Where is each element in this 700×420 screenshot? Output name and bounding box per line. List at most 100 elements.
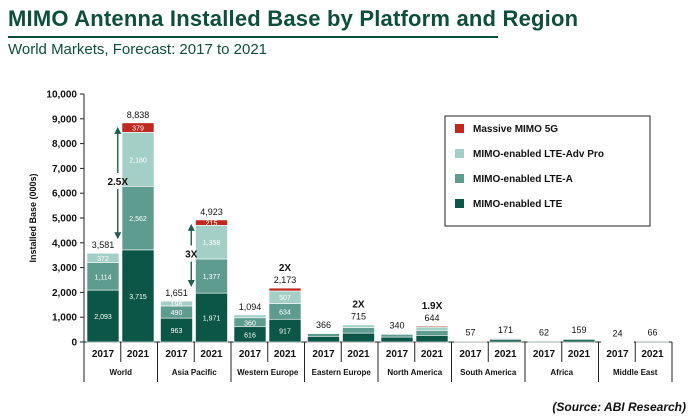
x-tick-label: 2021 bbox=[274, 349, 297, 360]
bar-total-label: 3,581 bbox=[92, 240, 115, 250]
lte-adv-pro-segment bbox=[342, 324, 375, 328]
legend-box bbox=[444, 115, 651, 227]
growth-multiplier-label: 2.5X bbox=[107, 177, 128, 188]
bar-total-label: 8,838 bbox=[127, 110, 150, 120]
y-tick-label: 9,000 bbox=[52, 114, 77, 125]
x-tick-label: 2021 bbox=[127, 349, 150, 360]
y-tick-label: 10,000 bbox=[46, 90, 77, 101]
segment-value-label: 616 bbox=[244, 332, 256, 339]
bar-total-label: 1,094 bbox=[239, 302, 262, 312]
y-axis-title: Installed Base (000s) bbox=[28, 173, 38, 262]
growth-multiplier-label: 1.9X bbox=[422, 301, 443, 312]
segment-value-label: 963 bbox=[171, 328, 183, 335]
x-tick-label: 2017 bbox=[386, 349, 409, 360]
segment-value-label: 1,971 bbox=[203, 316, 221, 323]
segment-value-label: 1,114 bbox=[95, 274, 112, 281]
lte-segment bbox=[489, 339, 522, 343]
lte-segment bbox=[415, 335, 449, 343]
x-tick-label: 2021 bbox=[494, 349, 517, 360]
growth-arrow-head bbox=[187, 280, 195, 288]
bar-total-label: 340 bbox=[389, 321, 404, 331]
bar-total-label: 1,651 bbox=[165, 288, 188, 298]
region-label: Africa bbox=[550, 368, 573, 377]
bar-total-label: 57 bbox=[465, 328, 475, 338]
y-tick-label: 1,000 bbox=[52, 313, 77, 324]
lte-a-segment bbox=[86, 262, 120, 291]
region-label: Eastern Europe bbox=[312, 368, 372, 377]
y-tick-label: 7,000 bbox=[52, 164, 77, 175]
massive-5g-segment bbox=[121, 122, 155, 133]
segment-value-label: 379 bbox=[132, 126, 144, 133]
title-underline bbox=[8, 36, 498, 38]
massive-5g-segment bbox=[415, 325, 449, 328]
lte-a-segment bbox=[380, 334, 414, 338]
lte-a-segment bbox=[121, 186, 155, 251]
bar-total-label: 66 bbox=[647, 327, 657, 337]
bar-total-label: 24 bbox=[612, 328, 622, 338]
y-tick-label: 6,000 bbox=[52, 189, 77, 200]
region-label: Middle East bbox=[613, 368, 658, 377]
legend-swatch-lte bbox=[455, 199, 464, 208]
bar-total-label: 644 bbox=[424, 313, 439, 323]
x-tick-label: 2021 bbox=[641, 349, 664, 360]
segment-value-label: 490 bbox=[171, 310, 183, 317]
region-label: Western Europe bbox=[237, 368, 299, 377]
lte-adv-pro-segment bbox=[160, 300, 193, 307]
lte-segment bbox=[307, 335, 340, 343]
growth-multiplier-label: 2X bbox=[279, 263, 292, 274]
segment-value-label: 360 bbox=[244, 320, 256, 327]
x-tick-label: 2021 bbox=[568, 349, 591, 360]
growth-arrow-head bbox=[114, 126, 122, 134]
legend-swatch-lte-a bbox=[455, 174, 464, 183]
chart-subtitle: World Markets, Forecast: 2017 to 2021 bbox=[8, 41, 268, 58]
growth-multiplier-label: 3X bbox=[185, 249, 198, 260]
segment-value-label: 1,358 bbox=[203, 240, 221, 247]
legend-label: MIMO-enabled LTE bbox=[473, 199, 563, 210]
x-tick-label: 2017 bbox=[239, 349, 262, 360]
lte-a-segment bbox=[307, 333, 340, 337]
bar-total-label: 62 bbox=[539, 327, 549, 337]
segment-value-label: 2,562 bbox=[129, 216, 147, 223]
segment-value-label: 2,180 bbox=[129, 157, 147, 164]
segment-value-label: 3,715 bbox=[129, 294, 147, 301]
y-tick-label: 8,000 bbox=[52, 139, 77, 150]
massive-5g-segment bbox=[268, 287, 302, 292]
massive-5g-segment bbox=[489, 337, 522, 339]
x-tick-label: 2017 bbox=[312, 349, 335, 360]
x-tick-label: 2017 bbox=[92, 349, 115, 360]
lte-adv-pro-segment bbox=[454, 340, 487, 342]
x-tick-label: 2021 bbox=[347, 349, 370, 360]
legend-label: MIMO-enabled LTE-A bbox=[473, 174, 573, 185]
lte-segment bbox=[562, 339, 596, 343]
lte-a-segment bbox=[415, 330, 449, 336]
y-tick-label: 3,000 bbox=[52, 263, 77, 274]
bar-total-label: 4,923 bbox=[200, 207, 223, 217]
segment-value-label: 215 bbox=[206, 221, 218, 228]
lte-adv-pro-segment bbox=[415, 326, 449, 331]
x-tick-label: 2017 bbox=[165, 349, 188, 360]
massive-5g-segment bbox=[636, 340, 669, 342]
lte-adv-pro-segment bbox=[86, 252, 120, 263]
lte-adv-pro-segment bbox=[601, 341, 634, 343]
y-tick-label: 5,000 bbox=[52, 214, 77, 225]
x-tick-label: 2021 bbox=[421, 349, 444, 360]
massive-5g-segment bbox=[195, 219, 228, 226]
legend-swatch-massive-5g bbox=[455, 124, 464, 133]
massive-5g-segment bbox=[342, 323, 375, 326]
lte-a-segment bbox=[342, 327, 375, 334]
legend-label: Massive MIMO 5G bbox=[473, 124, 558, 135]
region-label: South America bbox=[460, 368, 517, 377]
segment-value-label: 1,377 bbox=[203, 274, 221, 281]
x-tick-label: 2017 bbox=[606, 349, 629, 360]
lte-adv-pro-segment bbox=[380, 333, 414, 335]
y-tick-label: 0 bbox=[71, 338, 77, 349]
lte-adv-pro-segment bbox=[307, 332, 340, 334]
bar-total-label: 715 bbox=[351, 311, 366, 321]
lte-adv-pro-segment bbox=[233, 314, 267, 319]
segment-value-label: 634 bbox=[279, 309, 291, 316]
region-label: World bbox=[109, 368, 132, 377]
bar-total-label: 2,173 bbox=[274, 275, 297, 285]
massive-5g-segment bbox=[562, 337, 596, 339]
lte-segment bbox=[380, 336, 414, 343]
